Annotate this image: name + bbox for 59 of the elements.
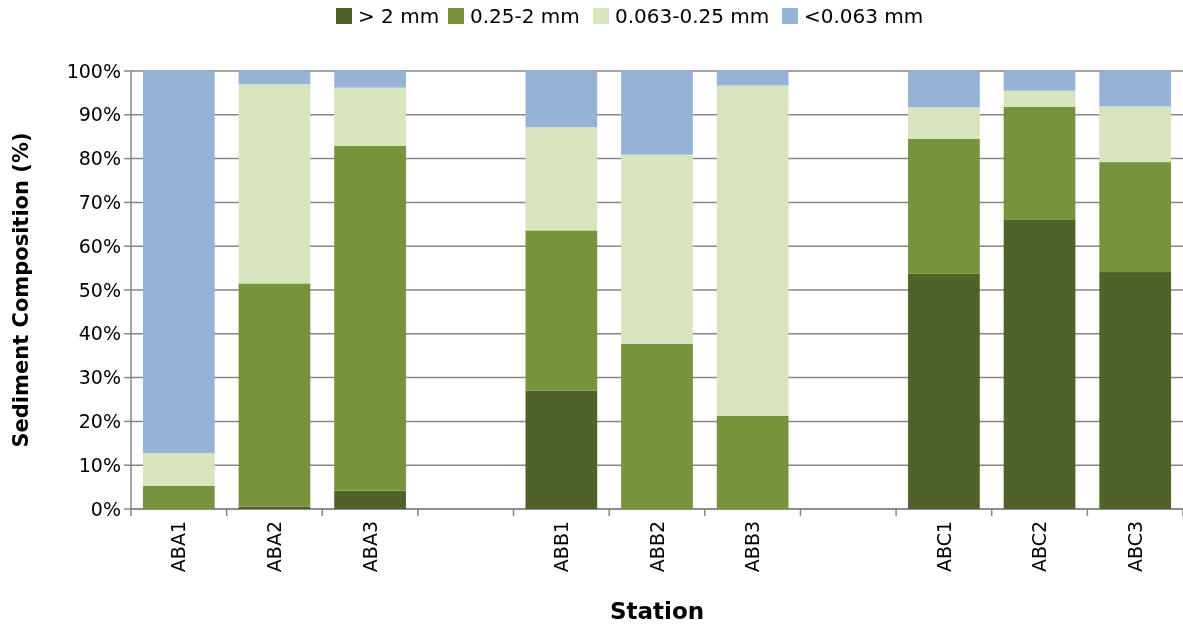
x-tick-label: ABC1 [932, 521, 955, 573]
y-tick-label: 30% [78, 366, 121, 389]
bar [908, 71, 980, 108]
bar [238, 283, 311, 507]
bar [621, 71, 693, 155]
bar [334, 145, 406, 491]
x-tick-label: ABA2 [263, 521, 286, 573]
bar [238, 84, 311, 284]
bar [908, 273, 980, 509]
legend-label: 0.25-2 mm [470, 4, 580, 28]
y-tick-label: 70% [78, 191, 121, 214]
bar [525, 127, 598, 231]
bar [716, 71, 789, 86]
bar [1099, 272, 1172, 509]
y-tick-label: 10% [78, 453, 121, 476]
x-tick-label: ABC2 [1028, 521, 1051, 573]
y-tick-label: 100% [66, 59, 121, 82]
bar [238, 506, 311, 509]
x-tick-label: ABA1 [167, 521, 190, 573]
bar [238, 71, 311, 85]
bar [1003, 219, 1076, 509]
bar [525, 230, 598, 391]
x-tick-label: ABB2 [645, 521, 668, 573]
y-tick-label: 60% [78, 234, 121, 257]
x-tick-label: ABB3 [741, 521, 764, 573]
legend-label: <0.063 mm [804, 4, 924, 28]
y-axis-title: Sediment Composition (%) [9, 132, 33, 448]
bar [908, 107, 980, 139]
bar [334, 87, 406, 146]
legend-label: 0.063-0.25 mm [615, 4, 770, 28]
y-tick-label: 20% [78, 410, 121, 433]
bar [525, 390, 598, 509]
bar [142, 452, 215, 486]
bar [908, 138, 980, 274]
y-tick-label: 90% [78, 103, 121, 126]
bar [621, 343, 693, 509]
bar [1003, 90, 1076, 107]
bar [1003, 71, 1076, 91]
bar [334, 71, 406, 88]
x-tick-label: ABC3 [1123, 521, 1146, 573]
y-tick-label: 80% [78, 147, 121, 170]
bar [1099, 71, 1172, 107]
x-tick-label: ABA3 [358, 521, 381, 573]
bar [334, 490, 406, 509]
bar [716, 415, 789, 509]
x-axis-title: Station [609, 598, 705, 624]
y-tick-label: 50% [78, 278, 121, 301]
bar [525, 71, 598, 128]
bar [716, 85, 789, 416]
bar [142, 71, 215, 453]
y-tick-label: 40% [78, 322, 121, 345]
bar [1099, 162, 1172, 273]
x-tick-label: ABB1 [550, 521, 573, 573]
bar [621, 154, 693, 344]
legend-label: > 2 mm [358, 4, 440, 28]
bar [142, 485, 215, 509]
bar [1099, 106, 1172, 163]
bar [1003, 106, 1076, 220]
y-tick-label: 0% [90, 497, 121, 520]
